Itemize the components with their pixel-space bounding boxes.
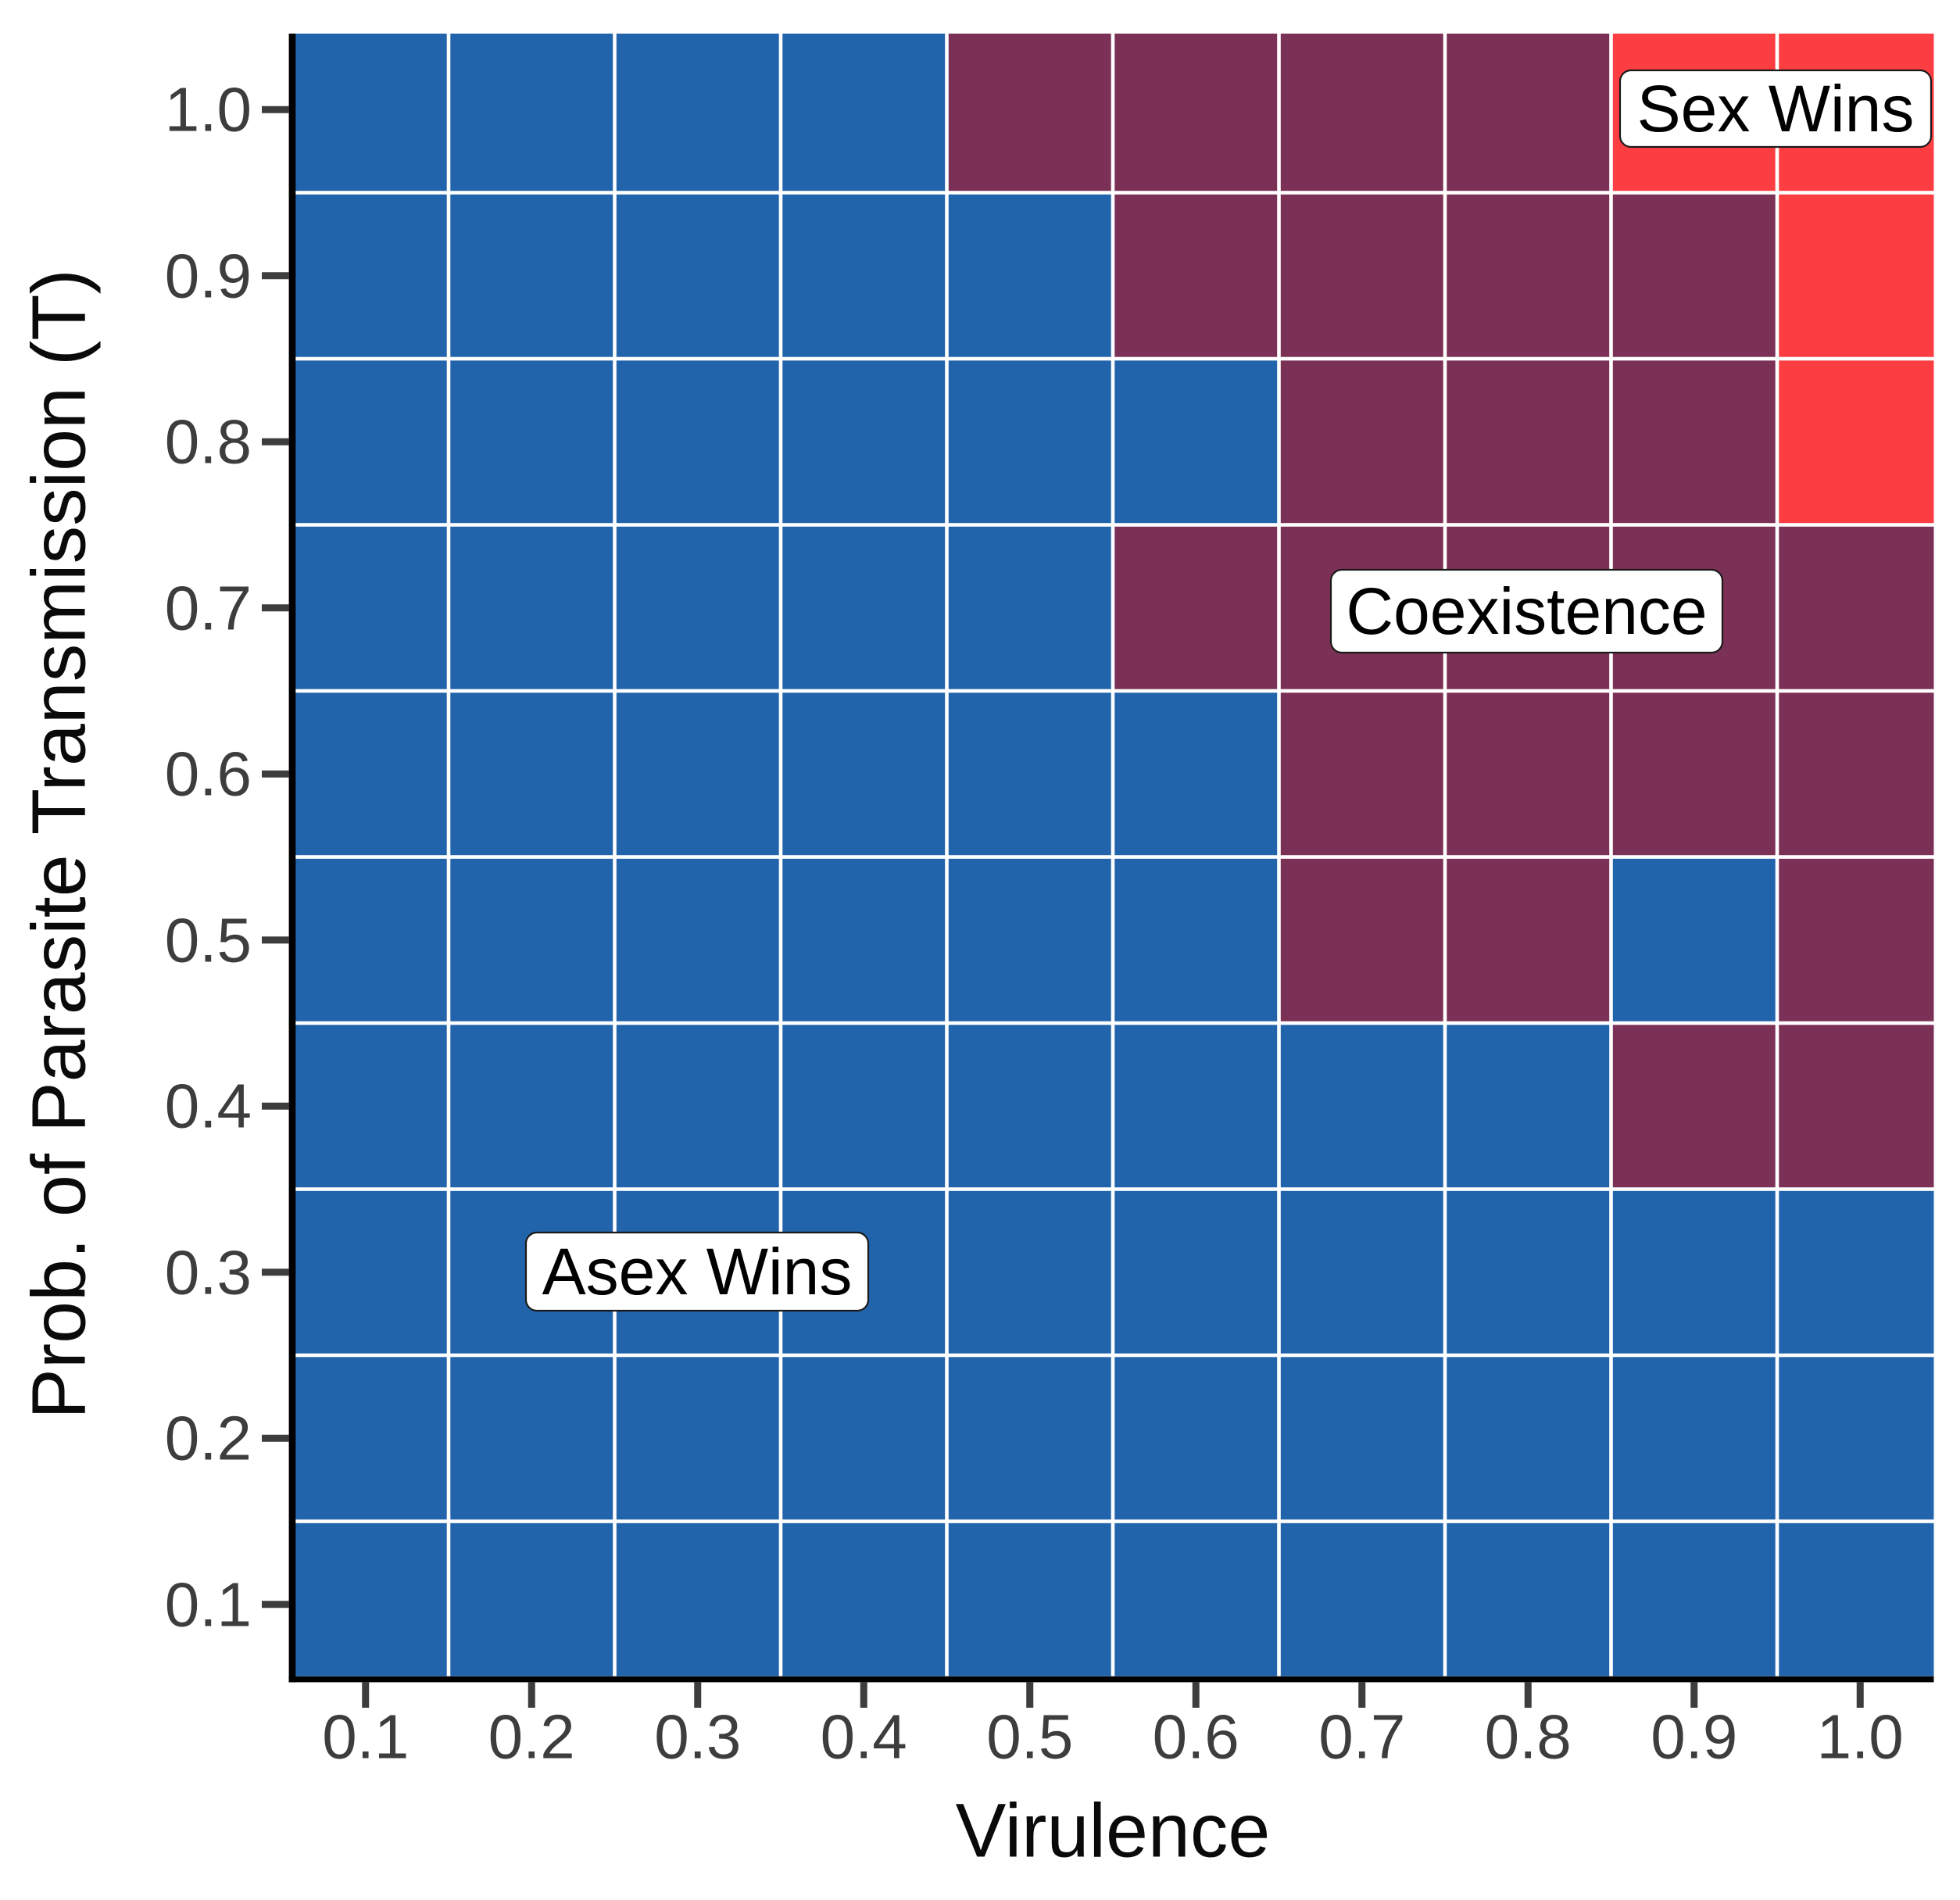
svg-text:0.9: 0.9	[1651, 1702, 1737, 1772]
svg-text:0.3: 0.3	[165, 1237, 252, 1307]
svg-text:0.6: 0.6	[1153, 1702, 1239, 1772]
svg-text:0.8: 0.8	[1485, 1702, 1572, 1772]
svg-text:0.9: 0.9	[165, 241, 252, 310]
svg-text:0.6: 0.6	[165, 739, 252, 809]
svg-text:0.5: 0.5	[165, 905, 252, 975]
svg-text:0.4: 0.4	[821, 1702, 907, 1772]
svg-text:0.2: 0.2	[488, 1702, 575, 1772]
svg-text:Asex Wins: Asex Wins	[542, 1235, 853, 1308]
svg-text:Sex Wins: Sex Wins	[1637, 72, 1915, 145]
svg-text:1.0: 1.0	[165, 75, 252, 145]
svg-text:0.1: 0.1	[165, 1569, 252, 1639]
svg-text:1.0: 1.0	[1817, 1702, 1904, 1772]
svg-text:0.1: 0.1	[322, 1702, 409, 1772]
svg-text:0.4: 0.4	[165, 1072, 252, 1141]
svg-text:Coexistence: Coexistence	[1346, 574, 1707, 648]
svg-text:0.3: 0.3	[654, 1702, 741, 1772]
svg-text:0.7: 0.7	[1318, 1702, 1405, 1772]
svg-text:0.2: 0.2	[165, 1404, 252, 1473]
svg-text:0.7: 0.7	[165, 573, 252, 642]
svg-text:0.8: 0.8	[165, 407, 252, 477]
svg-text:Virulence: Virulence	[956, 1788, 1271, 1873]
svg-text:Prob. of Parasite Transmission: Prob. of Parasite Transmission (T)	[16, 269, 102, 1419]
svg-text:0.5: 0.5	[986, 1702, 1073, 1772]
